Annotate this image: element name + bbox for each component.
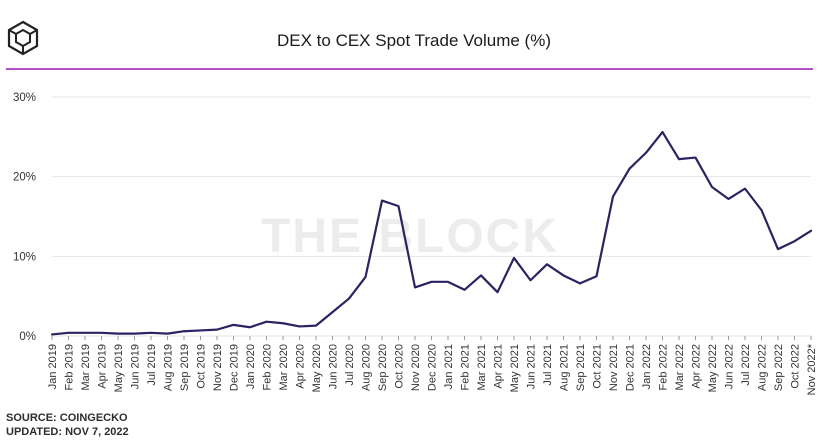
x-tick-label: Mar 2021	[476, 344, 488, 390]
x-tick-label: Oct 2021	[592, 344, 604, 389]
x-tick-label: May 2020	[311, 344, 323, 392]
x-tick-label: Jun 2020	[328, 344, 340, 389]
x-tick-label: Sep 2020	[377, 344, 389, 391]
title-divider	[6, 68, 813, 70]
x-tick-label: Mar 2019	[80, 344, 92, 390]
x-tick-label: Aug 2021	[559, 344, 571, 391]
x-tick-label: Apr 2019	[97, 344, 109, 389]
x-tick-label: Sep 2019	[179, 344, 191, 391]
x-tick-label: Feb 2020	[262, 344, 274, 390]
x-tick-label: Aug 2019	[163, 344, 175, 391]
watermark-text: THE BLOCK	[261, 210, 559, 263]
x-tick-label: Aug 2022	[757, 344, 769, 391]
x-tick-label: Sep 2022	[773, 344, 785, 391]
x-tick-label: May 2022	[707, 344, 719, 392]
x-tick-label: Aug 2020	[361, 344, 373, 391]
x-tick-label: Dec 2019	[229, 344, 241, 391]
x-tick-label: Oct 2020	[394, 344, 406, 389]
x-tick-label: Oct 2022	[790, 344, 802, 389]
x-tick-label: Nov 2021	[608, 344, 620, 391]
x-tick-label: Jan 2019	[47, 344, 59, 389]
x-tick-label: Feb 2021	[460, 344, 472, 390]
x-tick-label: Jun 2021	[526, 344, 538, 389]
x-tick-label: Jul 2020	[344, 344, 356, 386]
x-tick-label: Nov 2022*	[806, 343, 818, 395]
x-tick-label: Oct 2019	[196, 344, 208, 389]
source-note: SOURCE: COINGECKO UPDATED: NOV 7, 2022	[6, 411, 129, 439]
updated-label: UPDATED: NOV 7, 2022	[6, 426, 129, 438]
x-tick-label: Dec 2020	[427, 344, 439, 391]
source-label: SOURCE: COINGECKO	[6, 412, 128, 424]
y-tick-label: 30%	[13, 92, 36, 104]
x-tick-label: Jan 2022	[641, 344, 653, 389]
x-tick-label: May 2021	[509, 344, 521, 392]
x-tick-label: Jun 2019	[130, 344, 142, 389]
the-block-cube-logo-icon	[7, 20, 39, 56]
y-tick-label: 20%	[13, 172, 36, 184]
x-tick-label: Mar 2022	[674, 344, 686, 390]
x-tick-label: Dec 2021	[625, 344, 637, 391]
line-chart: THE BLOCK 0% 10% 20% 30% Jan 2019 Feb 2019 Mar …	[13, 92, 818, 395]
x-tick-label: Jul 2019	[146, 344, 158, 386]
y-tick-label: 10%	[13, 251, 36, 263]
x-tick-label: Nov 2019	[212, 344, 224, 391]
y-tick-label: 0%	[19, 331, 36, 343]
x-tick-label: May 2019	[113, 344, 125, 392]
x-tick-label: Apr 2021	[493, 344, 505, 389]
x-tick-label: Jul 2022	[740, 344, 752, 386]
x-tick-label: Jan 2020	[245, 344, 257, 389]
x-tick-label: Sep 2021	[575, 344, 587, 391]
x-tick-label: Feb 2019	[64, 344, 76, 390]
series-line	[50, 130, 813, 336]
x-tick-label: Feb 2022	[658, 344, 670, 390]
chart-title: DEX to CEX Spot Trade Volume (%)	[276, 31, 551, 50]
x-tick-label: Jul 2021	[542, 344, 554, 386]
x-tick-label: Apr 2022	[691, 344, 703, 389]
x-tick-label: Nov 2020	[410, 344, 422, 391]
x-tick-label: Apr 2020	[295, 344, 307, 389]
x-tick-label: Jan 2021	[443, 344, 455, 389]
x-tick-label: Jun 2022	[724, 344, 736, 389]
x-tick-label: Mar 2020	[278, 344, 290, 390]
